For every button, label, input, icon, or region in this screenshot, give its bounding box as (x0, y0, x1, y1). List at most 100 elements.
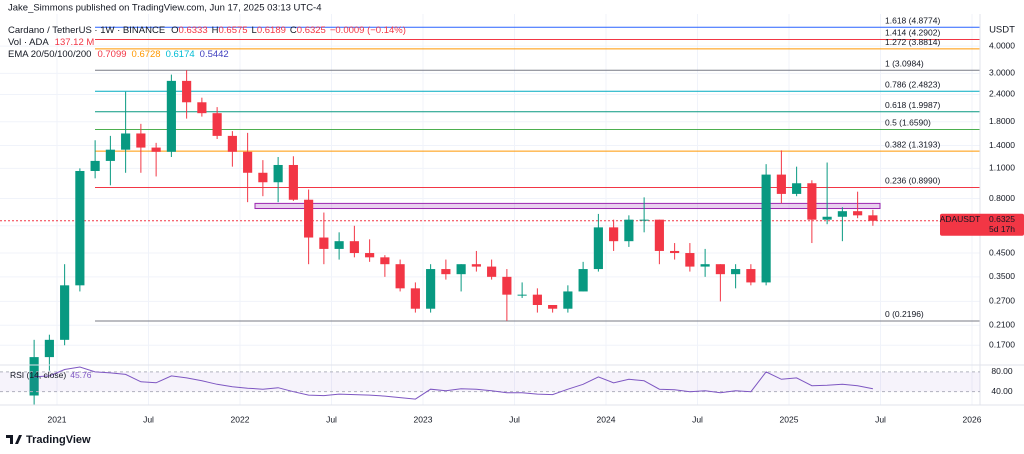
y-tick-label: 0.3500 (989, 271, 1015, 281)
candle-body (700, 264, 710, 267)
x-tick-label: 2024 (597, 414, 616, 424)
candle-body (349, 241, 359, 254)
axes: 4.0000 3.0000 2.4000 1.8000 1.4000 1.1000 0.80… (48, 40, 1016, 424)
x-tick-label: 2023 (414, 414, 433, 424)
candle-body (166, 80, 176, 152)
candle-body (273, 164, 283, 183)
countdown: 5d 17h (989, 224, 1015, 234)
x-tick-label: 2025 (780, 414, 799, 424)
candle-body (151, 147, 161, 152)
fib-label: 0 (0.2196) (885, 309, 924, 319)
candle-body (593, 227, 603, 270)
y-tick-label: 0.1700 (989, 339, 1015, 349)
candle-body (578, 269, 588, 292)
rsi-legend: RSI (14, close) 45.76 (10, 370, 92, 380)
candle-body (90, 160, 100, 171)
volume-label: Vol · ADA (8, 37, 49, 48)
x-tick-label: 2022 (231, 414, 250, 424)
candle-body (44, 339, 54, 358)
ohlc-line: Cardano / TetherUS · 1W · BINANCE O0.6333… (8, 25, 406, 36)
candle-body (837, 211, 847, 217)
last-price-label: 0.6325 (989, 214, 1015, 224)
y-tick-label: 1.8000 (989, 116, 1015, 126)
candles (29, 70, 878, 406)
y-tick-label: 0.8000 (989, 193, 1015, 203)
fib-label: 0.236 (0.8990) (885, 176, 940, 186)
currency: USDT (989, 25, 1015, 36)
candle-body (29, 357, 39, 396)
ema-line: EMA 20/50/100/200 0.7099 0.6728 0.6174 0.544… (8, 49, 229, 60)
rsi-last: 45.76 (70, 370, 92, 380)
candle-body (532, 294, 542, 305)
symbol-badge: ADAUSDT (940, 214, 981, 224)
candle-body (609, 227, 619, 242)
candle-body (380, 257, 390, 265)
ema-label: EMA 20/50/100/200 (8, 49, 91, 60)
candle-body (807, 183, 817, 220)
y-tick-label: 3.0000 (989, 68, 1015, 78)
candle-body (471, 264, 481, 267)
fib-label: 0.5 (1.6590) (885, 118, 931, 128)
x-tick-label: Jul (692, 414, 703, 424)
ohlc-value: 0.6325 (297, 25, 326, 36)
candle-body (304, 199, 314, 238)
candle-body (410, 288, 420, 309)
y-tick-label: 2.4000 (989, 89, 1015, 99)
y-tick-label: 0.2700 (989, 296, 1015, 306)
candle-body (822, 216, 832, 220)
logo-icon (6, 435, 22, 444)
candle-body (731, 269, 741, 275)
candle-body (75, 170, 85, 286)
candle-body (197, 102, 207, 114)
candle-body (715, 264, 725, 275)
volume-value: 137.12 M (55, 37, 95, 48)
ohlc-value: 0.6575 (218, 25, 247, 36)
x-tick-label: Jul (875, 414, 886, 424)
resistance-zone (254, 202, 881, 210)
candle-body (746, 269, 756, 283)
fib-label: 0.786 (2.4823) (885, 80, 940, 90)
y-tick-label: 1.4000 (989, 140, 1015, 150)
candle-body (182, 80, 192, 103)
candle-body (121, 133, 131, 150)
candle-body (319, 237, 329, 249)
candle-body (868, 215, 878, 221)
x-tick-label: Jul (143, 414, 154, 424)
fib-label: 1.272 (3.8814) (885, 37, 940, 47)
candle-body (639, 219, 649, 221)
x-tick-label: 2026 (963, 414, 982, 424)
brand: TradingView (26, 434, 91, 446)
ema-value: 0.6728 (132, 49, 161, 60)
candle-body (136, 133, 146, 148)
ema-value: 0.7099 (97, 49, 126, 60)
rsi-label: RSI (14, close) (10, 370, 66, 380)
candle-body (105, 149, 115, 161)
symbol: Cardano / TetherUS · 1W · BINANCE (8, 25, 165, 36)
candle-body (243, 151, 253, 173)
candle-body (548, 304, 558, 309)
candle-body (487, 266, 497, 277)
ohlc-label: C (290, 25, 297, 36)
last-price-badge (940, 213, 1024, 236)
candle-body (654, 219, 664, 251)
fib-label: 0.382 (1.3193) (885, 139, 940, 149)
x-tick-label: Jul (509, 414, 520, 424)
y-tick-label: 4.0000 (989, 40, 1015, 50)
rsi-tick-label: 40.00 (991, 386, 1013, 396)
rsi-band (0, 371, 980, 392)
x-tick-label: Jul (326, 414, 337, 424)
ohlc-value: 0.6333 (179, 25, 208, 36)
candle-body (441, 269, 451, 275)
volume-line: Vol · ADA 137.12 M (8, 37, 94, 48)
candle-body (334, 241, 344, 249)
rsi-tick-label: 80.00 (991, 366, 1013, 376)
candle-body (288, 164, 298, 200)
candle-body (502, 276, 512, 295)
candle-body (212, 113, 222, 136)
candle-body (456, 264, 466, 275)
candle-body (517, 294, 527, 296)
ohlc-label: H (212, 25, 219, 36)
ema-value: 0.6174 (166, 49, 195, 60)
